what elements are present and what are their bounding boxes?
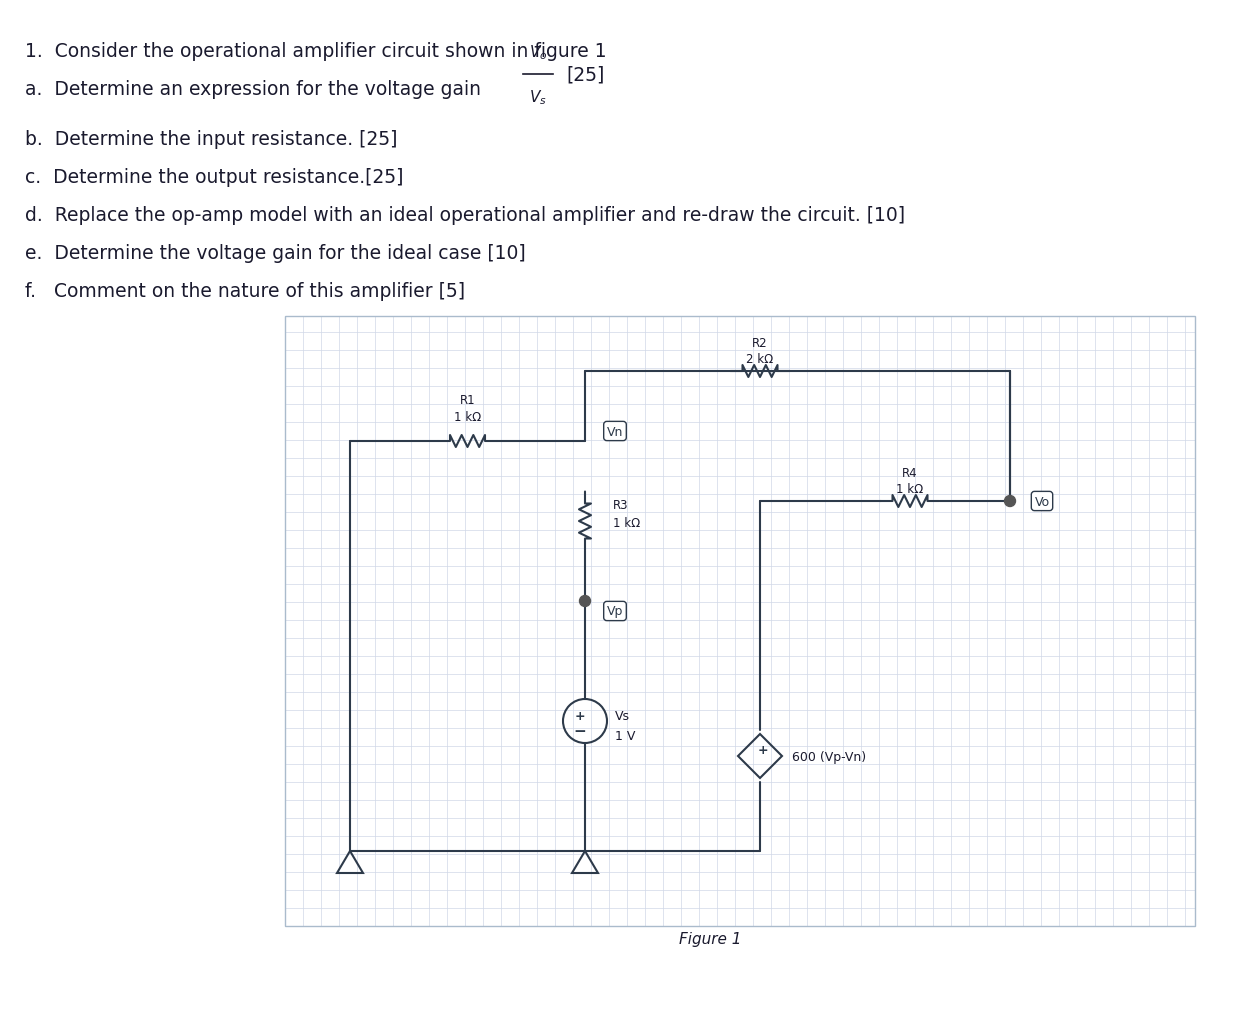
Text: [25]: [25] bbox=[566, 66, 605, 84]
Text: 2 kΩ: 2 kΩ bbox=[747, 353, 773, 366]
Text: Vp: Vp bbox=[607, 605, 623, 618]
Text: $V_o$: $V_o$ bbox=[529, 43, 547, 62]
Text: R2: R2 bbox=[752, 337, 768, 350]
Text: 1 kΩ: 1 kΩ bbox=[454, 410, 481, 424]
Text: R1: R1 bbox=[460, 393, 475, 406]
Text: 1 kΩ: 1 kΩ bbox=[896, 482, 924, 495]
Text: Vn: Vn bbox=[607, 425, 623, 438]
Text: b.  Determine the input resistance. [25]: b. Determine the input resistance. [25] bbox=[25, 129, 397, 149]
Text: c.  Determine the output resistance.[25]: c. Determine the output resistance.[25] bbox=[25, 168, 403, 187]
Text: 1 V: 1 V bbox=[615, 730, 635, 743]
Text: Figure 1: Figure 1 bbox=[679, 931, 742, 946]
Text: e.  Determine the voltage gain for the ideal case [10]: e. Determine the voltage gain for the id… bbox=[25, 244, 525, 263]
Text: Vo: Vo bbox=[1035, 495, 1050, 508]
Text: $V_s$: $V_s$ bbox=[529, 88, 547, 106]
Text: R3: R3 bbox=[613, 498, 628, 512]
Text: R4: R4 bbox=[903, 466, 918, 479]
Text: −: − bbox=[573, 723, 586, 738]
Text: 600 (Vp-Vn): 600 (Vp-Vn) bbox=[792, 750, 866, 762]
Text: 1.  Consider the operational amplifier circuit shown in figure 1: 1. Consider the operational amplifier ci… bbox=[25, 42, 607, 61]
Circle shape bbox=[579, 595, 591, 607]
Text: +: + bbox=[574, 709, 586, 722]
Text: f.   Comment on the nature of this amplifier [5]: f. Comment on the nature of this amplifi… bbox=[25, 282, 465, 300]
Text: a.  Determine an expression for the voltage gain: a. Determine an expression for the volta… bbox=[25, 80, 481, 99]
Text: +: + bbox=[758, 744, 768, 757]
Circle shape bbox=[1004, 496, 1016, 507]
Text: Vs: Vs bbox=[615, 710, 630, 723]
Text: 1 kΩ: 1 kΩ bbox=[613, 517, 640, 530]
Text: d.  Replace the op-amp model with an ideal operational amplifier and re-draw the: d. Replace the op-amp model with an idea… bbox=[25, 206, 905, 224]
